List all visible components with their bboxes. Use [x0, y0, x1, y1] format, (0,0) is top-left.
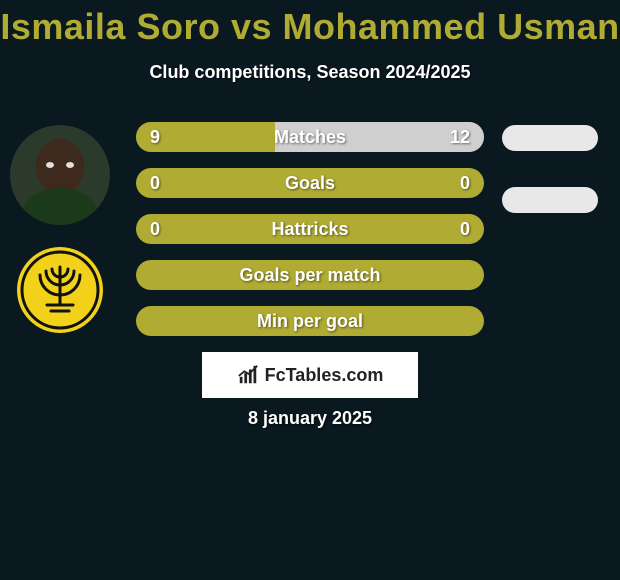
stat-bar: Min per goal [136, 306, 484, 336]
stat-bar-left-value: 0 [150, 168, 160, 198]
stat-bar-label: Goals [136, 168, 484, 198]
watermark: FcTables.com [202, 352, 418, 398]
watermark-text: FcTables.com [265, 365, 384, 386]
club-badge [17, 247, 103, 333]
stat-bar-left-value: 0 [150, 214, 160, 244]
stat-bar: Hattricks0 0 [136, 214, 484, 244]
vs-separator: vs [231, 6, 272, 47]
stat-bar-label: Matches [136, 122, 484, 152]
avatar-placeholder-icon [10, 125, 110, 225]
stat-bar-right-value: 0 [460, 214, 470, 244]
stat-bar-right-value: 0 [460, 168, 470, 198]
stat-bars: Matches912Goals00Hattricks00Goals per ma… [136, 122, 484, 336]
stat-bar-label: Goals per match [136, 260, 484, 290]
player2-name: Mohammed Usman [283, 6, 620, 47]
player-avatar [10, 125, 110, 225]
stat-bar: Matches9 12 [136, 122, 484, 152]
stat-bar-right-value: 12 [450, 122, 470, 152]
player1-name: Ismaila Soro [0, 6, 220, 47]
bar-chart-icon [237, 364, 259, 386]
stat-bar: Goals0 0 [136, 168, 484, 198]
date-text: 8 january 2025 [0, 408, 620, 429]
stat-bar-label: Min per goal [136, 306, 484, 336]
stat-bar: Goals per match [136, 260, 484, 290]
placeholder-pill [502, 125, 598, 151]
subtitle: Club competitions, Season 2024/2025 [0, 62, 620, 83]
page-title: Ismaila Soro vs Mohammed Usman [0, 0, 620, 48]
club-badge-icon [17, 247, 103, 333]
placeholder-pill [502, 187, 598, 213]
stat-bar-label: Hattricks [136, 214, 484, 244]
left-column [10, 125, 110, 333]
stat-bar-left-value: 9 [150, 122, 160, 152]
right-column [500, 125, 600, 213]
